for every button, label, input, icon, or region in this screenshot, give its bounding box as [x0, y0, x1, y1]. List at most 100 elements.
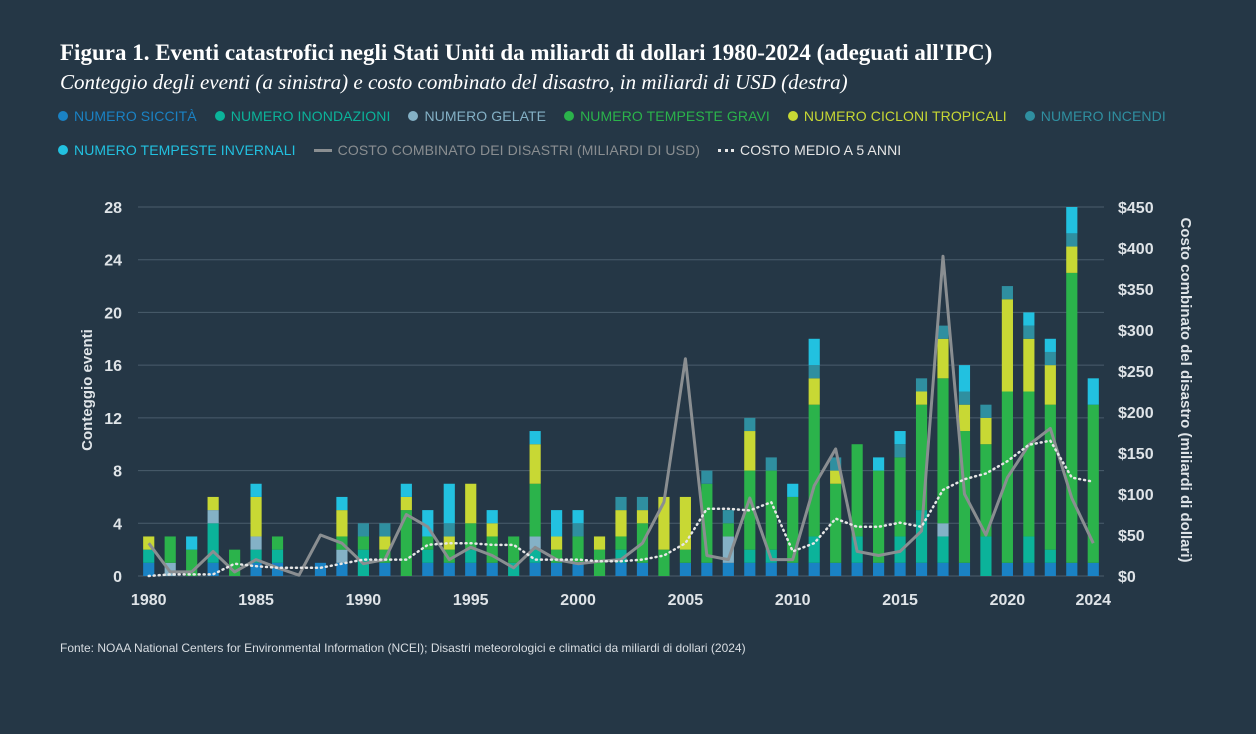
bar-segment — [808, 562, 820, 576]
bar-segment — [422, 536, 434, 550]
bar-segment — [186, 536, 198, 550]
bar-segment — [701, 483, 713, 563]
y-tick-label: 8 — [113, 464, 122, 481]
bar-segment — [508, 536, 520, 563]
bar-segment — [250, 536, 262, 550]
bar-segment — [465, 562, 477, 576]
bar-segment — [1087, 562, 1099, 576]
legend-item: NUMERO INONDAZIONI — [214, 106, 391, 126]
legend-item: COSTO COMBINATO DEI DISASTRI (MILIARDI D… — [313, 140, 701, 160]
bar-segment — [443, 523, 455, 537]
bar-segment — [615, 536, 627, 550]
legend-dot-icon — [58, 145, 68, 155]
bar-segment — [830, 470, 842, 484]
bar-segment — [207, 523, 219, 563]
bar-segment — [873, 457, 885, 471]
x-tick-label: 2005 — [668, 592, 704, 609]
bar-segment — [679, 549, 691, 563]
y2-tick-label: $50 — [1118, 528, 1145, 545]
bar-segment — [465, 483, 477, 524]
bar-segment — [271, 536, 284, 550]
bar-segment — [744, 431, 756, 471]
legend-item: NUMERO INCENDI — [1024, 106, 1166, 126]
legend-dot-icon — [58, 111, 68, 121]
bar-segment — [915, 404, 928, 511]
y-tick-label: 0 — [113, 569, 122, 586]
bar-segment — [443, 536, 455, 550]
bar-segment — [1044, 351, 1056, 366]
avg-cost-line — [147, 439, 1095, 578]
bar-segment — [787, 562, 799, 576]
bar-segment — [679, 496, 691, 550]
bar-segment — [722, 510, 734, 524]
legend-item: COSTO MEDIO A 5 ANNI — [718, 140, 901, 160]
bar-segment — [894, 431, 906, 445]
bar-segment — [357, 536, 369, 550]
x-tick-label: 1995 — [453, 592, 489, 609]
bar-segment — [486, 562, 498, 576]
bar-segment — [873, 562, 885, 576]
bar-segment — [207, 496, 219, 511]
legend-item: NUMERO TEMPESTE INVERNALI — [58, 140, 296, 160]
bar-segment — [336, 510, 348, 537]
bar-segment — [615, 510, 627, 537]
bar-segment — [937, 562, 949, 576]
x-tick-label: 1990 — [346, 592, 382, 609]
bar-segment — [593, 549, 606, 576]
bar-segment — [271, 562, 284, 576]
bar-segment — [593, 536, 606, 550]
bar-segment — [765, 562, 777, 576]
x-tick-label: 2024 — [1075, 592, 1111, 609]
y-tick-label: 12 — [104, 411, 122, 428]
legend-label: NUMERO TEMPESTE GRAVI — [580, 108, 770, 124]
bar-segment — [615, 549, 627, 563]
bar-segment — [1023, 536, 1035, 563]
x-tick-label: 2020 — [990, 592, 1026, 609]
bar-segment — [830, 562, 842, 576]
bar-segment — [1066, 272, 1078, 563]
bar-segment — [250, 496, 262, 537]
bar-segment — [379, 562, 391, 576]
y2-tick-label: $150 — [1118, 446, 1154, 463]
x-tick-label: 2015 — [882, 592, 918, 609]
bar-segment — [615, 496, 627, 511]
bar-segment — [744, 549, 756, 563]
bar-segment — [422, 562, 434, 576]
bar-segment — [336, 549, 348, 563]
bar-segment — [1001, 562, 1013, 576]
y-tick-label: 16 — [104, 358, 122, 375]
y-tick-label: 20 — [104, 305, 122, 322]
bar-segment — [851, 444, 863, 537]
bar-segment — [958, 562, 971, 576]
bar-segment — [937, 536, 949, 563]
x-tick-label: 2010 — [775, 592, 811, 609]
bar-segment — [400, 510, 412, 576]
legend-label: NUMERO CICLONI TROPICALI — [803, 108, 1007, 124]
bar-segment — [679, 562, 691, 576]
bar-segment — [1044, 562, 1056, 576]
bar-segment — [572, 536, 584, 563]
legend-dot-icon — [214, 111, 225, 121]
y2-tick-label: $100 — [1118, 487, 1154, 504]
bar-segment — [486, 523, 498, 537]
bar-segment — [271, 549, 284, 563]
bar-segment — [572, 510, 584, 524]
legend-item: NUMERO GELATE — [408, 106, 546, 126]
bar-segment — [314, 562, 327, 576]
bar-segment — [529, 536, 541, 550]
source-note: Fonte: NOAA National Centers for Environ… — [60, 641, 746, 655]
bar-segment — [379, 523, 391, 537]
bar-segment — [400, 483, 412, 497]
bar-segment — [1023, 391, 1035, 537]
bar-segment — [636, 510, 649, 524]
x-tick-label: 2000 — [560, 592, 596, 609]
bar-segment — [336, 496, 348, 511]
bar-segment — [894, 444, 906, 458]
y2-axis-label: Costo combinato del disastro (miliardi d… — [1177, 217, 1194, 562]
y2-tick-label: $300 — [1118, 323, 1154, 340]
y-tick-label: 4 — [113, 516, 122, 533]
bar-segment — [1023, 312, 1035, 326]
y2-tick-label: $400 — [1118, 241, 1154, 258]
bar-segment — [143, 536, 155, 550]
legend-label: COSTO COMBINATO DEI DISASTRI (MILIARDI D… — [337, 142, 701, 158]
